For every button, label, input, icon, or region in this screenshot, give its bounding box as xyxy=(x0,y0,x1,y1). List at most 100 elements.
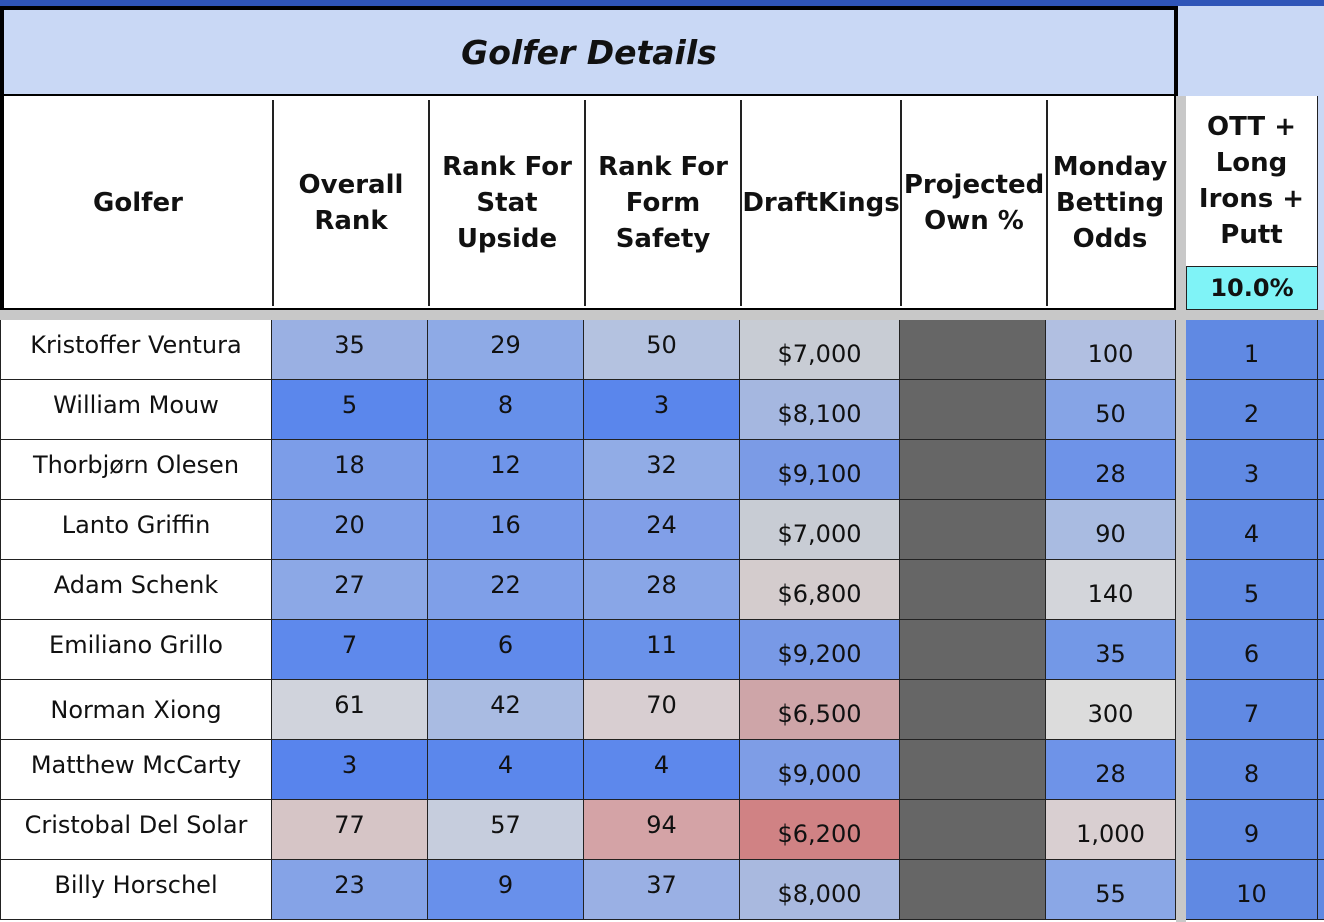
cell: 32 xyxy=(584,440,740,500)
separator xyxy=(1176,96,1186,922)
cell: 6 xyxy=(1186,620,1318,680)
cell: 90 xyxy=(1046,500,1176,560)
cell xyxy=(900,440,1046,500)
column-header: Overall Rank xyxy=(272,100,428,306)
cell: 3 xyxy=(272,740,428,800)
cell: 4 xyxy=(584,740,740,800)
cell: 10 xyxy=(1186,860,1318,920)
cell xyxy=(900,560,1046,620)
column-header: OTT + Long Irons + Putt xyxy=(1186,96,1318,266)
cell xyxy=(900,380,1046,440)
cell: $6,800 xyxy=(740,560,900,620)
cell: 300 xyxy=(1046,680,1176,740)
cell: $6,500 xyxy=(740,680,900,740)
cell: 3 xyxy=(1186,440,1318,500)
cell: 6 xyxy=(428,620,584,680)
cell: 55 xyxy=(1046,860,1176,920)
column-header: Projected Own % xyxy=(900,100,1046,306)
cell: 18 xyxy=(272,440,428,500)
weight: 10.0% xyxy=(1186,266,1318,310)
cell: 4 xyxy=(1186,500,1318,560)
cell: 4 xyxy=(428,740,584,800)
header-fill xyxy=(1176,6,1324,96)
cell: 140 xyxy=(1046,560,1176,620)
cell xyxy=(900,620,1046,680)
cell: 24 xyxy=(584,500,740,560)
cell: 22 xyxy=(428,560,584,620)
cell: 2 xyxy=(1186,380,1318,440)
cell: 27 xyxy=(272,560,428,620)
cell: 29 xyxy=(428,320,584,380)
cell: 28 xyxy=(1046,740,1176,800)
cell: 100 xyxy=(1046,320,1176,380)
cell: 5 xyxy=(1186,560,1318,620)
cell: 50 xyxy=(584,320,740,380)
cell: 3 xyxy=(584,380,740,440)
cell: 8 xyxy=(428,380,584,440)
cell xyxy=(900,500,1046,560)
golfer-name: Billy Horschel xyxy=(0,860,272,920)
golfer-name: Norman Xiong xyxy=(0,680,272,740)
cell-edge xyxy=(1318,680,1324,740)
golfer-name: Matthew McCarty xyxy=(0,740,272,800)
cell: 1,000 xyxy=(1046,800,1176,860)
cell-edge xyxy=(1318,320,1324,380)
cell-edge xyxy=(1318,380,1324,440)
golfer-name: Thorbjørn Olesen xyxy=(0,440,272,500)
cell: $6,200 xyxy=(740,800,900,860)
cell: 12 xyxy=(428,440,584,500)
cell: 20 xyxy=(272,500,428,560)
cell: 50 xyxy=(1046,380,1176,440)
golfer-name: William Mouw xyxy=(0,380,272,440)
cell xyxy=(900,680,1046,740)
cell: 7 xyxy=(1186,680,1318,740)
cell xyxy=(900,800,1046,860)
cell-edge xyxy=(1318,500,1324,560)
cell: 70 xyxy=(584,680,740,740)
cell-edge xyxy=(1318,860,1324,920)
column-header: DraftKings xyxy=(740,100,900,306)
top-strip xyxy=(0,0,1324,6)
cell: 42 xyxy=(428,680,584,740)
cell: 9 xyxy=(1186,800,1318,860)
cell: $7,000 xyxy=(740,500,900,560)
cell: 61 xyxy=(272,680,428,740)
cell: 1 xyxy=(1186,320,1318,380)
golfer-name: Adam Schenk xyxy=(0,560,272,620)
cell: $7,000 xyxy=(740,320,900,380)
cell: 23 xyxy=(272,860,428,920)
cell: $9,100 xyxy=(740,440,900,500)
cell: 16 xyxy=(428,500,584,560)
cell: $8,000 xyxy=(740,860,900,920)
cell: 35 xyxy=(272,320,428,380)
separator xyxy=(0,310,1324,320)
cell: 35 xyxy=(1046,620,1176,680)
cell: 8 xyxy=(1186,740,1318,800)
column-header: Monday Betting Odds xyxy=(1046,100,1172,306)
cell: $9,200 xyxy=(740,620,900,680)
golfer-name: Kristoffer Ventura xyxy=(0,320,272,380)
cell: 28 xyxy=(1046,440,1176,500)
header-fill xyxy=(1318,96,1324,310)
cell xyxy=(900,740,1046,800)
column-header: Rank For Form Safety xyxy=(584,100,740,306)
cell: $8,100 xyxy=(740,380,900,440)
cell-edge xyxy=(1318,620,1324,680)
cell: 5 xyxy=(272,380,428,440)
cell: 57 xyxy=(428,800,584,860)
golfer-name: Emiliano Grillo xyxy=(0,620,272,680)
cell: 28 xyxy=(584,560,740,620)
column-header: Rank For Stat Upside xyxy=(428,100,584,306)
column-header: Golfer xyxy=(4,100,272,306)
cell-edge xyxy=(1318,740,1324,800)
cell: 37 xyxy=(584,860,740,920)
cell: 11 xyxy=(584,620,740,680)
cell-edge xyxy=(1318,560,1324,620)
title: Golfer Details xyxy=(0,6,1178,98)
golfer-name: Lanto Griffin xyxy=(0,500,272,560)
cell-edge xyxy=(1318,440,1324,500)
cell: 77 xyxy=(272,800,428,860)
golfer-name: Cristobal Del Solar xyxy=(0,800,272,860)
cell: 9 xyxy=(428,860,584,920)
